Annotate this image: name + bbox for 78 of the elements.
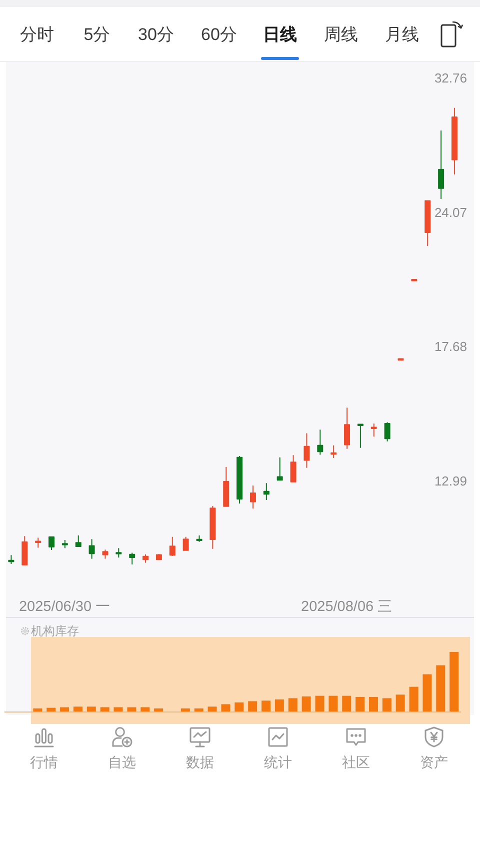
bar: [140, 707, 150, 712]
candlestick: [22, 536, 28, 566]
candlestick: [8, 554, 14, 565]
candlestick: [317, 429, 324, 456]
bar: [436, 665, 446, 712]
x-tick-label: 2025/06/30 一: [18, 599, 111, 615]
bar: [248, 701, 258, 712]
text: 30分: [137, 24, 175, 46]
bar: [422, 674, 432, 712]
bar: [114, 707, 123, 712]
bar: [208, 706, 217, 712]
candlestick: [196, 534, 202, 542]
y-tick-label: 32.76: [434, 70, 467, 86]
bar: [262, 700, 271, 712]
bar: [60, 707, 70, 712]
text: 60分: [200, 24, 238, 46]
y-tick-label: 17.68: [434, 339, 467, 354]
bar: [450, 652, 459, 712]
candlestick: [438, 130, 444, 200]
candlestick: [250, 485, 256, 509]
candlestick: [142, 554, 149, 564]
candlestick: [182, 536, 189, 551]
candlestick: [88, 538, 95, 560]
candlestick: [357, 424, 364, 448]
candlestick: [330, 444, 337, 458]
bar: [409, 686, 418, 712]
candlestick: [276, 456, 283, 481]
y-tick-label: 24.07: [434, 204, 467, 220]
bar: [302, 696, 311, 712]
text: 社区: [341, 753, 371, 772]
bar: [274, 699, 284, 712]
candlestick: [263, 482, 270, 500]
candlestick: [304, 432, 310, 468]
bar: [86, 706, 96, 712]
y-tick-label: 12.99: [434, 473, 467, 488]
chart-title: 机构库存: [31, 624, 79, 638]
candlestick: [451, 107, 458, 175]
candlestick: [48, 536, 54, 551]
bar: [73, 706, 82, 712]
bar: [221, 704, 230, 712]
bar: [382, 698, 392, 712]
bar: [127, 707, 136, 712]
candlestick: [102, 549, 108, 560]
text: 5分: [82, 24, 112, 46]
text: 周线: [323, 24, 359, 46]
candlestick: [290, 454, 296, 482]
candlestick: [344, 407, 350, 450]
text: 分时: [19, 24, 55, 46]
bar: [342, 696, 352, 712]
text: 数据: [185, 753, 215, 772]
candlestick: [370, 422, 377, 438]
candlestick: [62, 539, 68, 549]
text: 自选: [107, 753, 137, 772]
candlestick: [424, 200, 431, 246]
text: 行情: [29, 753, 59, 772]
bar: [315, 696, 324, 712]
candlestick: [116, 548, 122, 558]
text: 统计: [263, 753, 293, 772]
candlestick: [384, 422, 390, 442]
bar: [328, 696, 338, 712]
candlestick: [223, 466, 230, 507]
bar: [356, 697, 365, 712]
bar: [396, 694, 405, 712]
text: 资产: [419, 753, 449, 772]
candlestick: [129, 552, 136, 565]
bar: [368, 697, 378, 712]
candlestick: [210, 505, 216, 550]
text: 日线: [262, 24, 298, 46]
candlestick: [75, 534, 82, 548]
candlestick: [236, 456, 243, 504]
bar: [100, 707, 110, 712]
candlestick: [156, 553, 162, 560]
candlestick: [169, 536, 176, 556]
text: 月线: [384, 24, 420, 46]
candlestick: [35, 537, 42, 548]
x-tick-label: 2025/08/06 三: [301, 599, 393, 615]
bar: [288, 698, 298, 712]
bar: [234, 702, 244, 712]
